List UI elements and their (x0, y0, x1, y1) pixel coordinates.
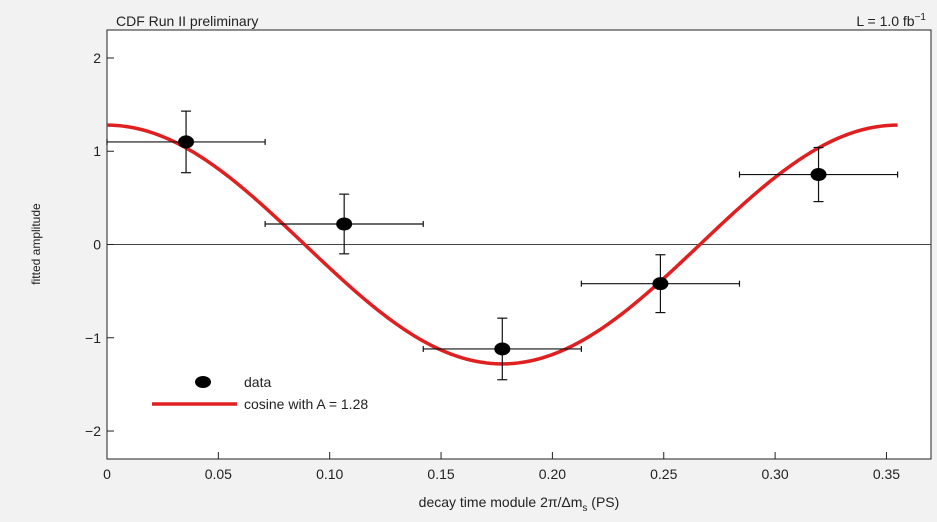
annotation-luminosity: L = 1.0 fb−1 (856, 12, 926, 29)
axes: 0 0.05 0.10 0.15 0.20 0.25 0.30 0.35 −2 −1 0 1 2 (85, 50, 931, 482)
y-tick-label: −1 (85, 330, 101, 346)
data-point (580, 254, 741, 314)
x-tick-label: 0.25 (650, 466, 677, 482)
x-axis-label: decay time module 2π/Δms (PS) (419, 494, 620, 514)
y-tick-label: 1 (93, 143, 101, 159)
y-tick-label: 2 (93, 50, 101, 66)
x-tick-label: 0.30 (761, 466, 788, 482)
x-axis-label-main: decay time module 2π/Δm (419, 494, 583, 510)
x-tick-label: 0.05 (205, 466, 232, 482)
annotation-luminosity-main: L = 1.0 fb (856, 13, 914, 29)
data-points (106, 110, 899, 381)
data-point (106, 110, 266, 174)
x-tick-label: 0.20 (539, 466, 566, 482)
data-point-marker (810, 168, 827, 182)
legend: data cosine with A = 1.28 (152, 374, 368, 412)
data-point-marker (494, 342, 511, 356)
x-axis-label-suffix: (PS) (587, 494, 619, 510)
legend-marker-data (195, 376, 211, 388)
x-axis-label-sub: s (582, 503, 587, 514)
legend-label-data: data (244, 374, 271, 390)
x-tick-label: 0 (103, 466, 111, 482)
data-point-marker (178, 135, 195, 149)
y-tick-label: 0 (93, 237, 101, 253)
legend-label-cosine: cosine with A = 1.28 (244, 396, 368, 412)
data-point-marker (652, 277, 669, 291)
y-axis-label: fitted amplitude (29, 203, 43, 285)
data-point-marker (336, 217, 353, 231)
y-tick-label: −2 (85, 423, 101, 439)
data-point (738, 146, 899, 203)
data-point (264, 193, 424, 255)
x-tick-label: 0.15 (427, 466, 454, 482)
x-tick-label: 0.35 (873, 466, 900, 482)
annotation-top-left: CDF Run II preliminary (116, 13, 258, 29)
data-point (422, 317, 582, 381)
annotation-luminosity-sup: −1 (915, 12, 927, 23)
x-tick-label: 0.10 (316, 466, 343, 482)
